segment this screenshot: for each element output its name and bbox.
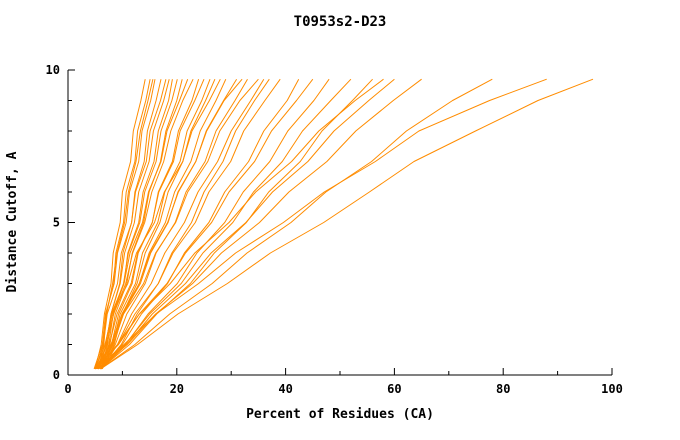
model-curve	[98, 78, 281, 370]
model-curve	[94, 78, 384, 370]
model-curve	[97, 78, 422, 370]
model-curve	[93, 79, 156, 370]
model-curve	[97, 78, 352, 370]
model-curve	[94, 78, 547, 370]
model-curve	[100, 78, 330, 370]
y-axis-label: Distance Cutoff, A	[5, 151, 20, 292]
y-tick-label: 0	[53, 368, 60, 382]
x-axis-label: Percent of Residues (CA)	[246, 407, 434, 422]
model-curve	[100, 78, 395, 370]
x-tick-label: 60	[387, 382, 401, 396]
model-curve	[96, 78, 243, 370]
model-curve	[99, 79, 170, 370]
model-curve	[101, 78, 265, 370]
y-tick-label: 5	[53, 216, 60, 230]
model-curve	[100, 78, 594, 370]
model-curve	[100, 78, 493, 370]
model-curve	[96, 79, 178, 370]
curves-layer	[93, 78, 594, 370]
model-curve	[101, 79, 173, 370]
model-curve	[95, 78, 194, 370]
model-curve	[95, 79, 154, 370]
axes-layer: 0 20 40 60 80 100 0 5 10	[46, 63, 623, 396]
y-tick-label: 10	[46, 63, 60, 77]
x-tick-label: 100	[601, 382, 623, 396]
model-curve	[101, 78, 216, 370]
model-curve	[100, 79, 183, 370]
x-tick-label: 0	[64, 382, 71, 396]
model-curve	[94, 79, 146, 370]
model-curve	[97, 79, 205, 370]
model-curve	[100, 78, 300, 370]
x-tick-label: 40	[278, 382, 292, 396]
model-curve	[95, 79, 167, 370]
x-tick-label: 20	[170, 382, 184, 396]
model-curve	[100, 79, 211, 370]
x-tick-label: 80	[496, 382, 510, 396]
chart-title: T0953s2-D23	[294, 14, 387, 30]
